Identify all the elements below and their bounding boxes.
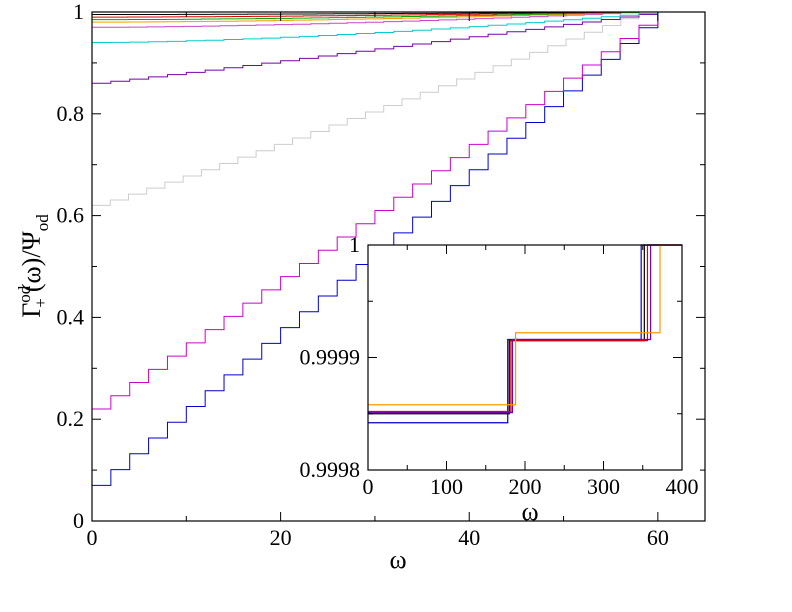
y-tick-label: 0.4: [57, 304, 85, 329]
ylabel-sub2: od: [33, 214, 52, 232]
series-line-cyan: [92, 11, 705, 44]
series-line-violet: [92, 11, 705, 28]
y-tick-label: 0.8: [57, 101, 85, 126]
x-tick-label: 400: [666, 474, 699, 499]
main-y-axis-label: Γod+(ω)/Ψod: [15, 214, 52, 318]
inset-ticks: 0 100 200 300 400 0.9998 0.9999 1: [300, 232, 699, 499]
y-tick-label: 0.9999: [300, 345, 361, 370]
y-tick-label: 1: [349, 232, 360, 257]
series-line-orange: [92, 11, 705, 23]
y-tick-label: 0.6: [57, 203, 85, 228]
x-tick-label: 300: [587, 474, 620, 499]
y-tick-label: 0.9998: [300, 457, 361, 482]
main-ticks: 0 20 40 60 0 0.2 0.4 0.6 0.8 1: [57, 0, 705, 550]
ylabel-mid: (ω)/Ψ: [17, 230, 46, 292]
x-tick-label: 200: [509, 474, 542, 499]
y-tick-label: 0: [73, 508, 84, 533]
x-tick-label: 40: [458, 525, 480, 550]
series-line-red: [92, 11, 705, 18]
svg-text:Γod+(ω)/Ψod: Γod+(ω)/Ψod: [15, 214, 52, 318]
x-tick-label: 60: [647, 525, 669, 550]
x-tick-label: 0: [87, 525, 98, 550]
main-x-axis-label: ω: [389, 545, 406, 574]
y-tick-label: 0.2: [57, 406, 85, 431]
ylabel-base: Γ: [17, 303, 46, 318]
series-line-lightgray: [92, 11, 705, 206]
x-tick-label: 100: [430, 474, 463, 499]
ylabel-sup: od: [15, 285, 34, 303]
series-line-black: [92, 11, 705, 16]
x-tick-label: 0: [363, 474, 374, 499]
series-line-purple: [92, 11, 705, 84]
inset-x-axis-label: ω: [521, 497, 538, 526]
inset-chart: 0 100 200 300 400 0.9998 0.9999 1 ω: [300, 232, 699, 526]
series-line-magenta: [92, 11, 705, 410]
series-line-green: [92, 11, 705, 21]
ylabel-sub: +: [31, 298, 50, 308]
inset-background: [368, 245, 682, 470]
y-tick-label: 1: [73, 0, 84, 24]
main-series-group: [92, 11, 705, 486]
x-tick-label: 20: [270, 525, 292, 550]
